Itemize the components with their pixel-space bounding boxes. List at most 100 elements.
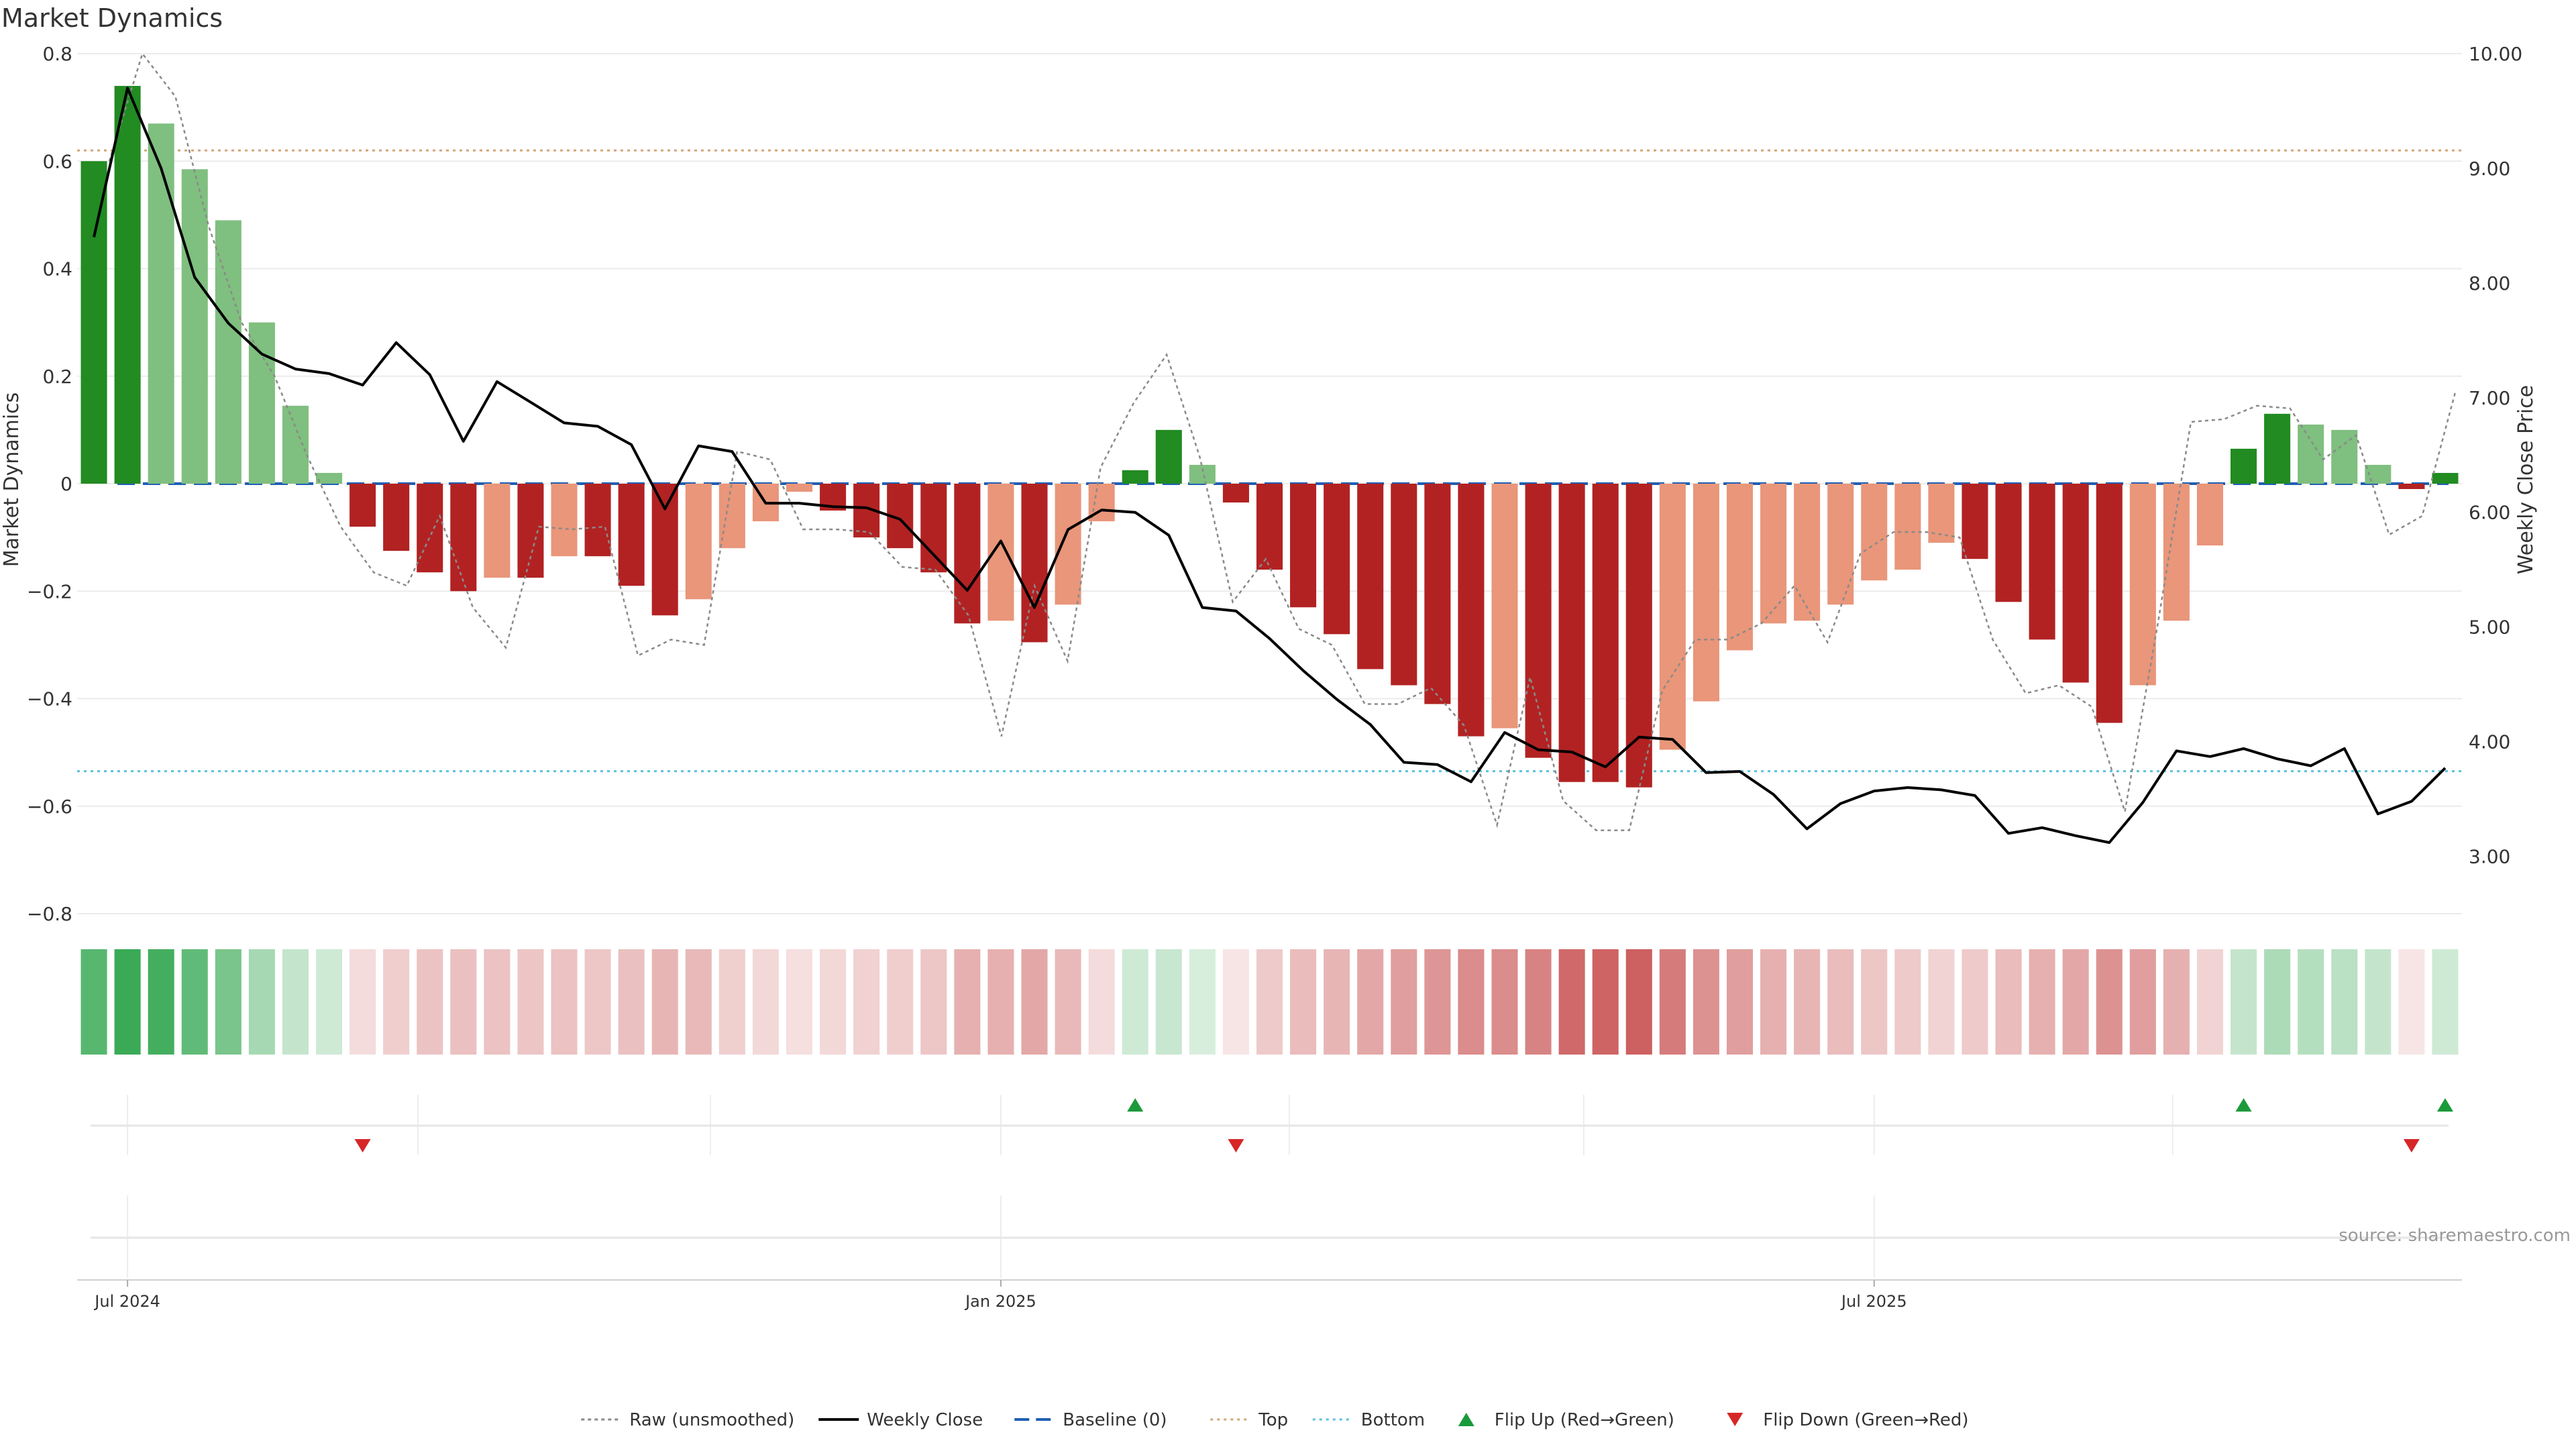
bar (1458, 484, 1485, 737)
bar (1122, 470, 1148, 484)
bar (1827, 484, 1854, 605)
heat-cell (2298, 949, 2324, 1055)
heat-cell (1794, 949, 1821, 1055)
legend-label: Flip Down (Green→Red) (1763, 1410, 1968, 1430)
bar (1760, 484, 1787, 624)
bar (2398, 484, 2425, 490)
close-series (93, 87, 2447, 844)
heat-cell (618, 949, 645, 1055)
bar (1525, 484, 1552, 758)
y2-axis-label: Weekly Close Price (2514, 385, 2538, 574)
legend-flip-up-icon (1458, 1413, 1474, 1426)
bar (2029, 484, 2055, 640)
heat-cell (1592, 949, 1619, 1055)
heat-cell (215, 949, 241, 1055)
bar (954, 484, 981, 624)
legend-label: Top (1258, 1410, 1288, 1430)
heat-cell (1021, 949, 1048, 1055)
heat-cell (1995, 949, 2022, 1055)
legend-label: Flip Up (Red→Green) (1495, 1410, 1674, 1430)
y2-tick-label: 9.00 (2469, 158, 2510, 180)
flip-up-marker (2436, 1098, 2453, 1112)
y-tick-label: −0.2 (27, 580, 72, 602)
bar (551, 484, 578, 557)
chart-title: Market Dynamics (1, 3, 223, 33)
heat-cell (1458, 949, 1485, 1055)
x-tick-label: Jul 2025 (1840, 1292, 1907, 1311)
bar (1155, 429, 1182, 484)
y-tick-label: −0.4 (27, 688, 72, 710)
heat-cell (148, 949, 174, 1055)
flip-down-marker (1228, 1139, 1244, 1152)
bar (1424, 484, 1451, 704)
bar (383, 484, 410, 551)
heat-cell (853, 949, 880, 1055)
heat-cell (2196, 949, 2223, 1055)
heat-cell (484, 949, 511, 1055)
heat-cell (820, 949, 847, 1055)
heat-cell (450, 949, 477, 1055)
bar (148, 123, 174, 484)
raw-line (108, 52, 2457, 832)
heat-cell (786, 949, 813, 1055)
y-tick-label: 0 (60, 473, 72, 495)
bar (1324, 484, 1350, 635)
legend-label: Weekly Close (867, 1410, 983, 1430)
heat-cell (1290, 949, 1317, 1055)
bar (1357, 484, 1384, 669)
heat-cell (1189, 949, 1216, 1055)
heat-cell (114, 949, 141, 1055)
heat-cell (2331, 949, 2358, 1055)
y-tick-label: −0.6 (27, 796, 72, 818)
bar (1592, 484, 1619, 782)
y2-tick-label: 3.00 (2469, 846, 2510, 868)
bar (1625, 484, 1652, 788)
bar (1693, 484, 1719, 702)
heat-cell (954, 949, 981, 1055)
flip-up-marker (2235, 1098, 2252, 1112)
bar (2231, 448, 2257, 484)
heat-cell (1256, 949, 1283, 1055)
heat-cell (517, 949, 544, 1055)
heat-cell (282, 949, 309, 1055)
heat-cell (1659, 949, 1686, 1055)
heat-cell (350, 949, 376, 1055)
bar (450, 484, 477, 592)
heat-cell (2231, 949, 2257, 1055)
y-tick-label: 0.2 (42, 366, 72, 388)
heat-cell (1861, 949, 1888, 1055)
heat-cell (1088, 949, 1115, 1055)
heat-cell (1424, 949, 1451, 1055)
heat-cell (920, 949, 947, 1055)
close-line (93, 87, 2447, 844)
legend-label: Baseline (0) (1063, 1410, 1167, 1430)
bar (1290, 484, 1317, 608)
x-axis: Jul 2024 Jan 2025 Jul 2025 (77, 1279, 2462, 1311)
y-tick-label: 0.6 (42, 150, 72, 172)
bar (114, 86, 141, 484)
y-tick-label: 0.4 (42, 258, 72, 280)
heat-cell (316, 949, 343, 1055)
bar (1021, 484, 1048, 643)
bar (1861, 484, 1888, 581)
heat-cell (1726, 949, 1754, 1055)
raw-series (108, 52, 2457, 832)
bar (2432, 472, 2459, 484)
heat-cell (1962, 949, 1988, 1055)
bar (2096, 484, 2123, 723)
bar (1055, 484, 1081, 605)
heat-cell (2163, 949, 2190, 1055)
heat-cell (248, 949, 275, 1055)
bar (2196, 484, 2223, 546)
flip-up-marker (1127, 1098, 1144, 1112)
bar (2062, 484, 2089, 683)
heat-cell (2365, 949, 2392, 1055)
y-tick-label: 0.8 (42, 43, 72, 65)
heat-cell (1625, 949, 1652, 1055)
bar (1962, 484, 1988, 559)
bar (1491, 484, 1518, 729)
bar (718, 484, 745, 549)
axes: 0.8 0.6 0.4 0.2 0 −0.2 −0.4 −0.6 −0.8 10.00 9.00 8.… (27, 43, 2522, 925)
heat-cell (987, 949, 1014, 1055)
